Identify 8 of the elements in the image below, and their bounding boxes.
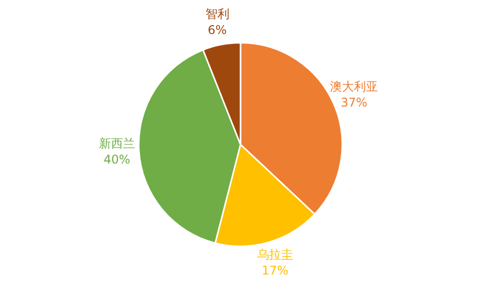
data-label: 6%: [208, 23, 227, 38]
slice-label: 新西兰: [98, 136, 135, 150]
data-label: 40%: [104, 152, 130, 166]
slice-label: 智利: [205, 7, 230, 22]
slice-label: 乌拉圭: [257, 247, 294, 262]
data-label: 17%: [262, 263, 288, 278]
data-label: 37%: [340, 95, 368, 110]
slice-label: 澳大利亚: [330, 79, 378, 94]
